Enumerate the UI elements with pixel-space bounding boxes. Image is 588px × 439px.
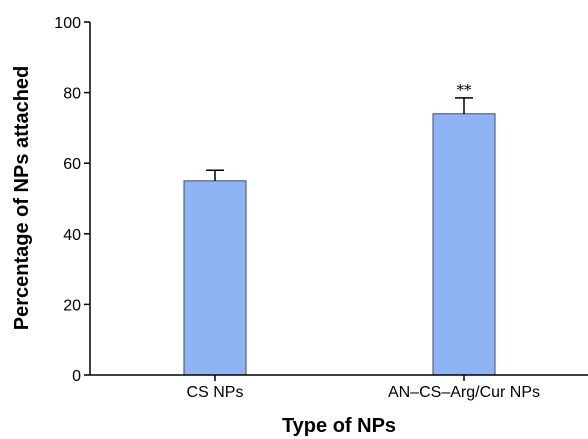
x-ticks-group: CS NPs AN–CS–Arg/Cur NPs: [187, 375, 540, 401]
x-axis-title: Type of NPs: [282, 415, 396, 437]
y-tick-label: 0: [72, 368, 81, 385]
y-tick-label: 60: [63, 156, 81, 173]
y-tick-label: 100: [54, 15, 81, 32]
bars-group: **: [183, 81, 496, 376]
y-axis-title: Percentage of NPs attached: [11, 66, 33, 331]
bar: [183, 180, 247, 376]
y-tick-label: 80: [63, 86, 81, 103]
bar: [432, 113, 496, 376]
y-ticks-group: 0 20 40 60 80 100: [54, 15, 90, 385]
significance-annotation: **: [457, 81, 473, 99]
axes-group: [89, 22, 588, 376]
y-tick-label: 20: [63, 297, 81, 314]
x-tick-label: AN–CS–Arg/Cur NPs: [388, 384, 540, 401]
x-tick-label: CS NPs: [187, 384, 244, 401]
y-tick-label: 40: [63, 227, 81, 244]
